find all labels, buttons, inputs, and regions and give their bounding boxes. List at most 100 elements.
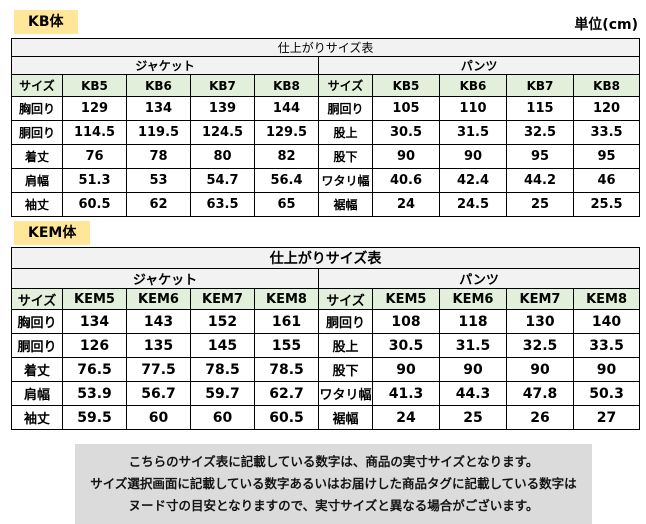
measurement-label: 胸回り: [11, 96, 63, 121]
table-row: 胴回り 126 135 145 155 股上 30.5 31.5 32.5 33…: [11, 333, 641, 358]
measurement-value: 78: [126, 144, 191, 169]
measurement-value: 108: [372, 309, 440, 334]
measurement-value: 118: [439, 309, 507, 334]
measurement-value: 24.5: [439, 192, 507, 217]
jacket-header: ジャケット: [11, 268, 319, 289]
table-row: 仕上がりサイズ表: [10, 247, 641, 269]
table-row: 胴回り 114.5 119.5 124.5 129.5 股上 30.5 31.5…: [11, 120, 641, 145]
size-label-cell: サイズ: [318, 74, 373, 97]
measurement-value: 33.5: [572, 120, 641, 145]
size-name-cell: KEM5: [372, 288, 440, 310]
measurement-value: 25.5: [572, 192, 641, 217]
measurement-value: 90: [506, 357, 574, 382]
measurement-value: 129.5: [254, 120, 319, 145]
measurement-value: 27: [572, 405, 641, 430]
note-line: ヌード寸の目安となりますので、実寸サイズと異なる場合がございます。: [128, 498, 539, 513]
size-name-cell: KB7: [190, 74, 255, 97]
measurement-label: 股下: [318, 144, 373, 169]
note-line: サイズ選択画面に記載している数字あるいはお届けした商品タグに記載している数字は: [90, 476, 577, 491]
measurement-value: 33.5: [572, 333, 641, 358]
table-row: 胸回り 129 134 139 144 胴回り 105 110 115 120: [11, 96, 641, 121]
measurement-value: 76: [62, 144, 127, 169]
measurement-value: 25: [506, 192, 574, 217]
measurement-label: 股上: [318, 333, 373, 358]
measurement-value: 143: [126, 309, 191, 334]
pants-header: パンツ: [317, 268, 641, 289]
table-row: サイズ KB5 KB6 KB7 KB8 サイズ KB5 KB6 KB7 KB8: [11, 74, 641, 97]
table-row: ジャケット パンツ: [11, 268, 641, 289]
measurement-value: 42.4: [439, 168, 507, 193]
measurement-value: 110: [439, 96, 507, 121]
measurement-value: 144: [254, 96, 319, 121]
size-name-cell: KEM7: [190, 288, 255, 310]
measurement-value: 60: [126, 405, 191, 430]
body-type-tag-kb: KB体: [14, 10, 78, 34]
measurement-label: ワタリ幅: [318, 168, 373, 193]
measurement-value: 161: [254, 309, 319, 334]
measurement-value: 24: [372, 405, 440, 430]
measurement-value: 80: [190, 144, 255, 169]
measurement-value: 62: [126, 192, 191, 217]
measurement-value: 105: [372, 96, 440, 121]
jacket-header: ジャケット: [11, 56, 319, 75]
measurement-value: 62.7: [254, 381, 319, 406]
size-name-cell: KB8: [572, 74, 641, 97]
header-row: KB体 単位(cm): [0, 0, 646, 34]
size-name-cell: KEM6: [439, 288, 507, 310]
measurement-value: 119.5: [126, 120, 191, 145]
measurement-value: 65: [254, 192, 319, 217]
measurement-value: 90: [372, 357, 440, 382]
size-name-cell: KEM5: [62, 288, 127, 310]
measurement-value: 46: [572, 168, 641, 193]
size-name-cell: KEM7: [506, 288, 574, 310]
measurement-label: 袖丈: [11, 405, 63, 430]
size-label-cell: サイズ: [11, 74, 63, 97]
measurement-value: 31.5: [439, 333, 507, 358]
measurement-label: 着丈: [11, 357, 63, 382]
table-row: サイズ KEM5 KEM6 KEM7 KEM8 サイズ KEM5 KEM6 KE…: [11, 288, 641, 310]
measurement-value: 82: [254, 144, 319, 169]
measurement-value: 78.5: [254, 357, 319, 382]
pants-header: パンツ: [317, 56, 641, 75]
size-name-cell: KB7: [506, 74, 574, 97]
measurement-label: 肩幅: [11, 381, 63, 406]
measurement-value: 78.5: [190, 357, 255, 382]
measurement-label: 胴回り: [318, 96, 373, 121]
measurement-value: 59.7: [190, 381, 255, 406]
measurement-value: 30.5: [372, 120, 440, 145]
table-row: 肩幅 53.9 56.7 59.7 62.7 ワタリ幅 41.3 44.3 47…: [11, 381, 641, 406]
measurement-label: 裾幅: [318, 192, 373, 217]
measurement-value: 56.7: [126, 381, 191, 406]
measurement-value: 41.3: [372, 381, 440, 406]
size-name-cell: KB5: [372, 74, 440, 97]
unit-label: 単位(cm): [574, 17, 638, 33]
measurement-label: 胸回り: [11, 309, 63, 334]
measurement-value: 152: [190, 309, 255, 334]
measurement-label: 裾幅: [318, 405, 373, 430]
measurement-value: 90: [439, 357, 507, 382]
measurement-value: 60.5: [62, 192, 127, 217]
measurement-label: 肩幅: [11, 168, 63, 193]
measurement-label: 着丈: [11, 144, 63, 169]
measurement-value: 115: [506, 96, 574, 121]
size-name-cell: KB8: [254, 74, 319, 97]
measurement-label: ワタリ幅: [318, 381, 373, 406]
measurement-value: 90: [572, 357, 641, 382]
measurement-value: 31.5: [439, 120, 507, 145]
measurement-value: 51.3: [62, 168, 127, 193]
measurement-label: 袖丈: [11, 192, 63, 217]
measurement-value: 26: [506, 405, 574, 430]
table-row: 胸回り 134 143 152 161 胴回り 108 118 130 140: [11, 309, 641, 334]
kem-tag-row: KEM体: [14, 221, 646, 245]
size-name-cell: KEM8: [254, 288, 319, 310]
measurement-value: 155: [254, 333, 319, 358]
measurement-value: 56.4: [254, 168, 319, 193]
table-row: ジャケット パンツ: [11, 56, 641, 75]
table-row: 袖丈 59.5 60 60 60.5 裾幅 24 25 26 27: [11, 405, 641, 430]
measurement-value: 90: [439, 144, 507, 169]
measurement-value: 32.5: [506, 120, 574, 145]
measurement-value: 120: [572, 96, 641, 121]
measurement-value: 76.5: [62, 357, 127, 382]
measurement-value: 54.7: [190, 168, 255, 193]
